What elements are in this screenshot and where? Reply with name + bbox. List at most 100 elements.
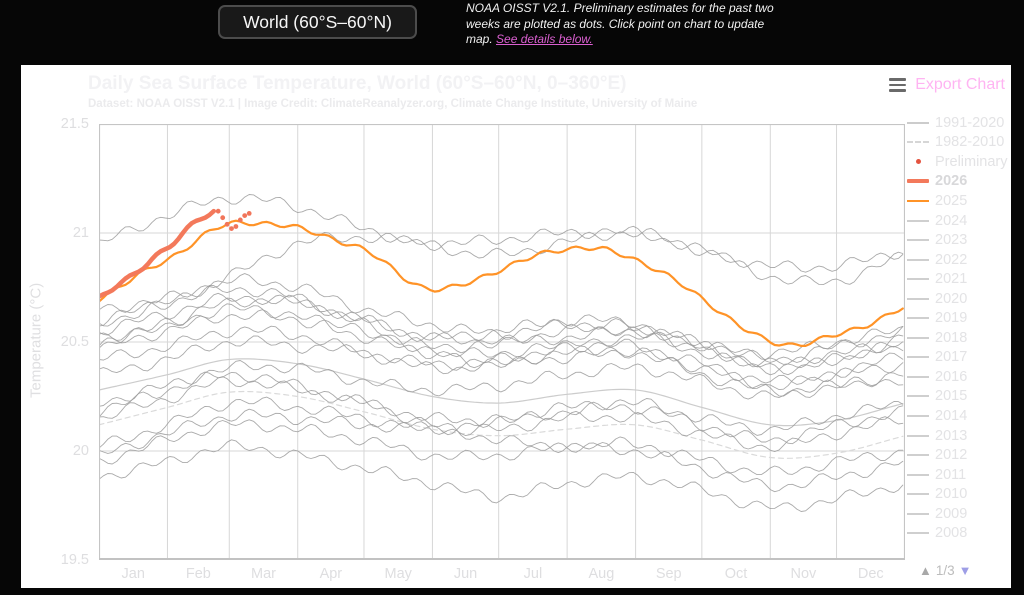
legend-line-swatch: [907, 512, 929, 515]
preliminary-dot-2026[interactable]: [229, 226, 234, 231]
x-tick-aug: Aug: [588, 566, 615, 582]
legend-line-swatch: [907, 395, 929, 398]
export-controls: Export Chart: [887, 76, 1005, 94]
preliminary-dot-2026[interactable]: [215, 208, 221, 214]
series-line-2019[interactable]: [99, 294, 904, 363]
chart-title: Daily Sea Surface Temperature, World (60…: [88, 73, 627, 94]
chart-legend: 1991-2020 1982-2010 Preliminary 2026 2025 202…: [907, 113, 1011, 543]
legend-item-2023[interactable]: 2023: [907, 230, 1011, 250]
legend-item-2009[interactable]: 2009: [907, 504, 1011, 524]
series-line-2026[interactable]: [99, 208, 217, 299]
legend-line-swatch: [907, 121, 929, 124]
series-line-2025[interactable]: [99, 219, 904, 347]
legend-item-2010[interactable]: 2010: [907, 484, 1011, 504]
legend-label: 2010: [935, 486, 968, 503]
legend-line-swatch: [907, 434, 929, 437]
series-line-2015[interactable]: [99, 325, 904, 374]
legend-item-2026[interactable]: 2026: [907, 172, 1011, 192]
legend-pagination: ▲ 1/3 ▼: [919, 563, 972, 578]
legend-item-2022[interactable]: 2022: [907, 250, 1011, 270]
legend-item-2008[interactable]: 2008: [907, 523, 1011, 543]
preliminary-dot-2026[interactable]: [224, 221, 230, 227]
legend-label: 2020: [935, 290, 968, 307]
series-line-2017[interactable]: [99, 303, 904, 385]
x-tick-feb: Feb: [185, 566, 211, 582]
legend-line-swatch: [907, 141, 929, 144]
legend-item-2020[interactable]: 2020: [907, 289, 1011, 309]
preliminary-dot-2026[interactable]: [242, 213, 248, 218]
y-tick-20: 20: [72, 443, 89, 459]
export-chart-button[interactable]: Export Chart: [915, 76, 1005, 93]
legend-line-swatch: [907, 199, 929, 202]
y-tick-21: 21: [72, 225, 89, 241]
x-tick-jun: Jun: [453, 566, 478, 582]
series-line-2021[interactable]: [99, 309, 904, 376]
legend-line-swatch: [907, 336, 929, 339]
preliminary-dot-2026[interactable]: [233, 224, 239, 229]
preliminary-dot-2026[interactable]: [246, 211, 252, 216]
legend-label: 2022: [935, 251, 968, 268]
legend-item-2013[interactable]: 2013: [907, 426, 1011, 446]
chart-note: NOAA OISST V2.1. Preliminary estimates f…: [466, 1, 782, 48]
sst-chart-svg[interactable]: [99, 124, 905, 560]
series-line-2013[interactable]: [99, 376, 904, 445]
legend-dot-swatch: [907, 159, 929, 165]
series-line-2023[interactable]: [99, 225, 904, 313]
preliminary-dot-2026[interactable]: [237, 217, 243, 223]
x-tick-nov: Nov: [790, 566, 817, 582]
preliminary-dot-2026[interactable]: [220, 215, 226, 221]
y-tick-20.5: 20.5: [60, 334, 89, 350]
legend-label: 2017: [935, 349, 968, 366]
legend-item-2017[interactable]: 2017: [907, 348, 1011, 368]
legend-item-2025[interactable]: 2025: [907, 191, 1011, 211]
legend-item-2016[interactable]: 2016: [907, 367, 1011, 387]
legend-label: 2011: [935, 466, 967, 483]
series-line-1991-2020[interactable]: [99, 358, 904, 427]
legend-label: 2021: [935, 271, 968, 288]
series-line-2016[interactable]: [99, 285, 904, 397]
series-line-2010[interactable]: [99, 371, 904, 493]
legend-label: 2009: [935, 505, 968, 522]
legend-line-swatch: [907, 219, 929, 222]
legend-item-2015[interactable]: 2015: [907, 387, 1011, 407]
sst-chart-plot-area[interactable]: [99, 124, 905, 560]
series-line-2020[interactable]: [99, 273, 904, 368]
legend-item-1991-2020[interactable]: 1991-2020: [907, 113, 1011, 133]
series-line-2022[interactable]: [99, 292, 904, 376]
legend-item-2024[interactable]: 2024: [907, 211, 1011, 231]
chart-menu-icon[interactable]: [887, 76, 908, 94]
legend-line-swatch: [907, 454, 929, 457]
legend-item-2012[interactable]: 2012: [907, 445, 1011, 465]
legend-label: 2014: [935, 407, 968, 424]
legend-item-2011[interactable]: 2011: [907, 465, 1011, 485]
legend-label: 1982-2010: [935, 134, 1005, 151]
series-line-2011[interactable]: [99, 419, 904, 476]
legend-item-2018[interactable]: 2018: [907, 328, 1011, 348]
legend-item-2019[interactable]: 2019: [907, 308, 1011, 328]
region-selector-button[interactable]: World (60°S–60°N): [218, 5, 417, 39]
legend-item-preliminary[interactable]: Preliminary: [907, 152, 1011, 172]
series-line-2008[interactable]: [99, 439, 904, 512]
legend-item-2014[interactable]: 2014: [907, 406, 1011, 426]
legend-line-swatch: [907, 239, 929, 242]
legend-next-page-button[interactable]: ▼: [958, 563, 972, 578]
legend-item-1982-2010[interactable]: 1982-2010: [907, 133, 1011, 153]
legend-line-swatch: [907, 317, 929, 320]
legend-line-swatch: [907, 493, 929, 496]
legend-label: 2016: [935, 368, 968, 385]
series-line-2018[interactable]: [99, 325, 904, 391]
series-line-2014[interactable]: [99, 360, 904, 407]
series-line-2009[interactable]: [99, 398, 904, 454]
x-tick-jul: Jul: [523, 566, 543, 582]
legend-line-swatch: [907, 532, 929, 535]
series-line-1982-2010[interactable]: [99, 390, 904, 459]
series-line-2012[interactable]: [99, 396, 904, 453]
legend-item-2021[interactable]: 2021: [907, 269, 1011, 289]
legend-line-swatch: [907, 414, 929, 417]
series-line-2024[interactable]: [99, 194, 904, 286]
legend-label: 2025: [935, 192, 968, 209]
legend-prev-page-button[interactable]: ▲: [919, 563, 932, 578]
x-tick-mar: Mar: [251, 566, 276, 582]
see-details-link[interactable]: See details below.: [496, 32, 593, 46]
